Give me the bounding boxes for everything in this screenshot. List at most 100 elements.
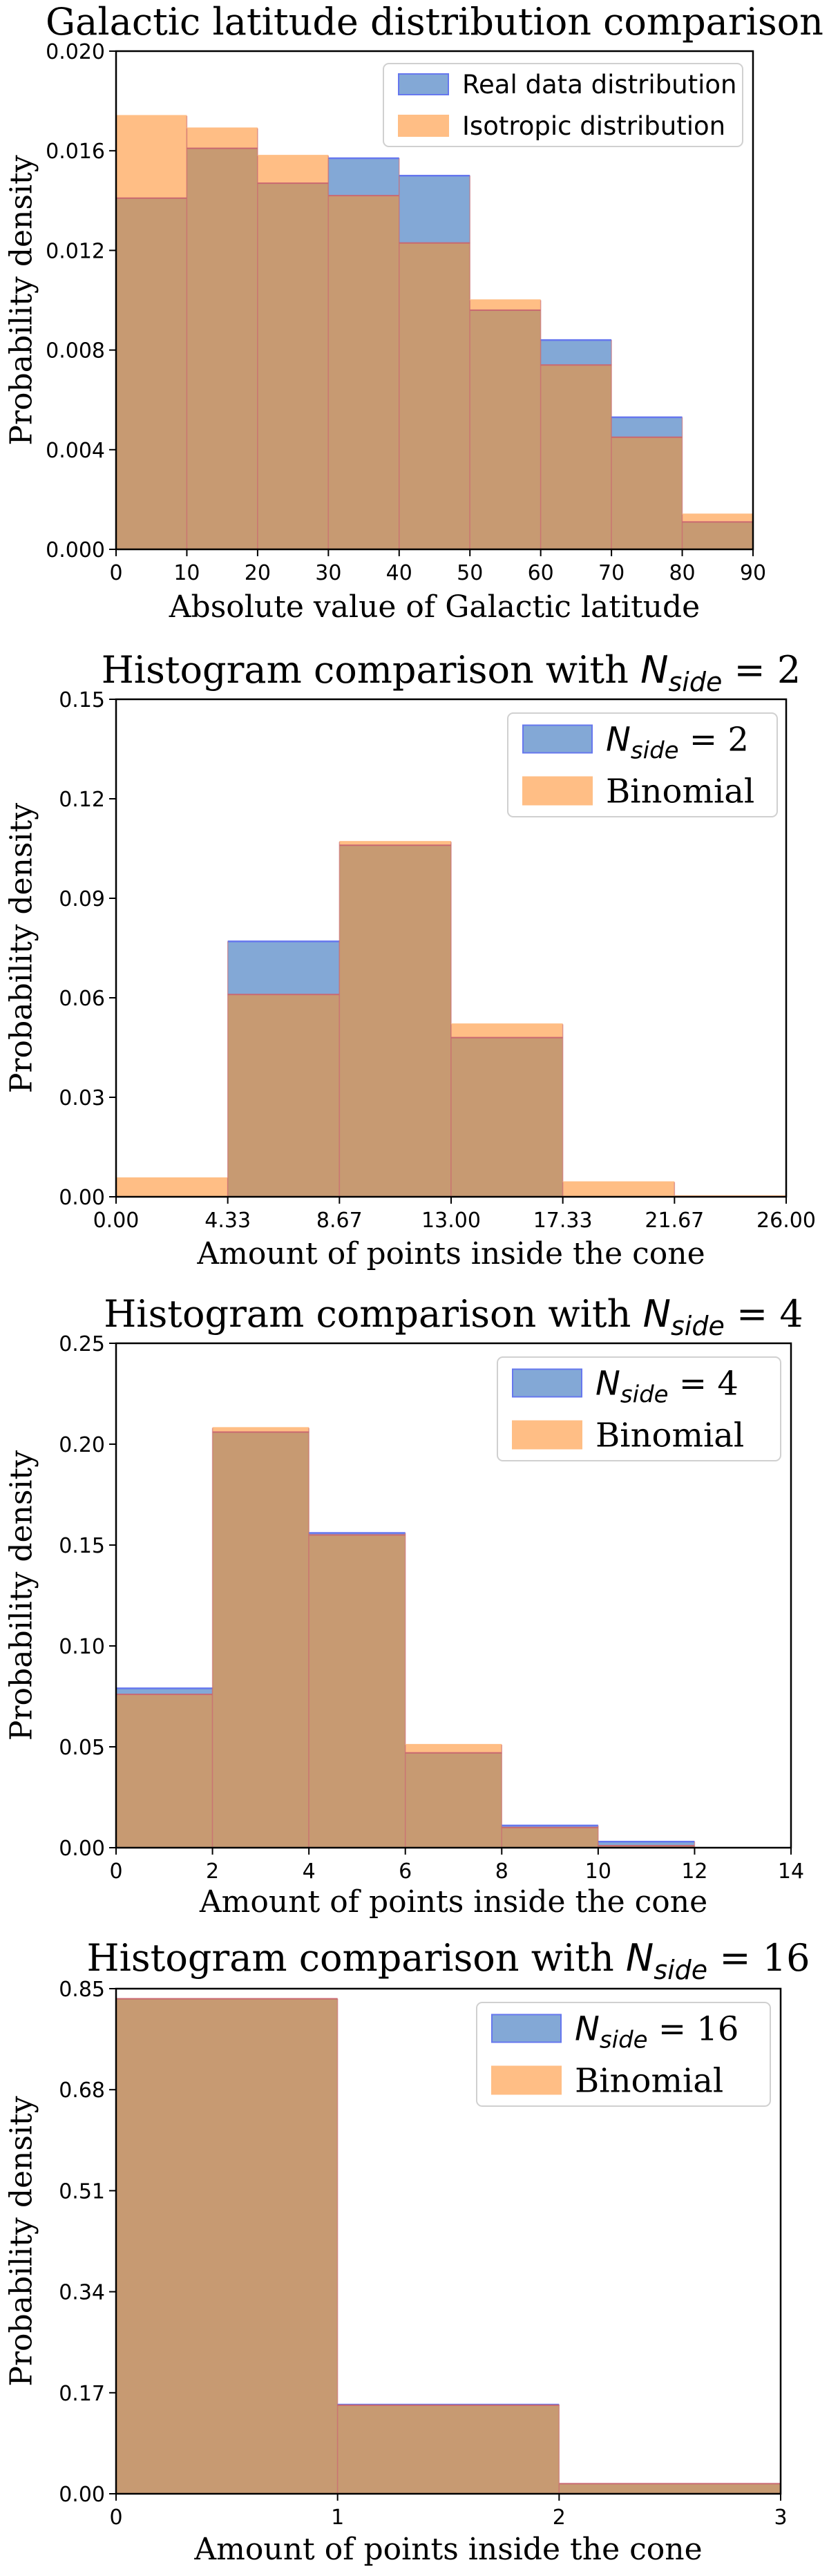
bar-overlap-1 [337,2405,560,2494]
bar-overlap-3 [405,1752,502,1848]
x-tick-label-8: 80 [669,561,695,585]
y-tick-label-1: 0.004 [46,439,105,463]
bar-overlap-1 [212,1432,309,1848]
legend-swatch-blue [491,2014,562,2043]
y-tick-label-3: 0.012 [46,239,105,263]
x-axis-label: Amount of points inside the cone [199,1884,707,1920]
y-tick-label-2: 0.008 [46,339,105,363]
bar-overlap-3 [451,1037,563,1197]
y-tick-label-2: 0.06 [59,987,105,1011]
chart-nside-4: Histogram comparison with Nside = 4 0 2 4 6 8… [0,1288,829,1932]
histogram-bars [115,1427,696,1848]
legend: Nside = 16 Binomial [476,2002,771,2107]
y-axis-label: Probability density [4,803,39,1093]
bar-blue-3 [328,158,399,196]
histogram-bars [115,1998,781,2494]
chart-title: Histogram comparison with Nside = 2 [102,648,801,697]
x-tick-label-1: 10 [173,561,200,585]
bar-orange-0 [116,1178,228,1197]
bar-overlap-0 [116,1998,338,2494]
x-tick-label-0: 0 [109,2506,122,2530]
bar-overlap-2 [559,2483,781,2494]
histogram-bars [115,841,787,1197]
legend-swatch-orange [522,776,593,806]
bar-orange-1 [187,128,258,149]
x-tick-label-4: 17.33 [533,1209,593,1233]
bar-orange-0 [116,115,187,198]
y-tick-label-3: 0.51 [59,2179,105,2204]
x-tick-label-7: 14 [778,1859,804,1884]
chart-nside-2: Histogram comparison with Nside = 2 0.00 4… [0,644,829,1288]
legend: Nside = 2 Binomial [507,712,778,817]
x-tick-label-6: 12 [681,1859,707,1884]
y-tick-label-0: 0.00 [59,1186,105,1210]
histogram-bars [115,115,754,550]
bar-orange-2 [339,842,451,846]
x-axis-label: Absolute value of Galactic latitude [169,589,700,625]
x-tick-label-0: 0.00 [93,1209,140,1233]
legend-label-blue: Nside = 2 [606,720,749,764]
chart-title: Galactic latitude distribution compariso… [46,0,823,44]
bar-overlap-8 [682,522,753,549]
bar-overlap-4 [502,1827,598,1848]
chart-svg-nside-16: Histogram comparison with Nside = 16 0 1 2 3… [4,1936,810,2567]
chart-svg-galactic-latitude: Galactic latitude distribution compariso… [4,0,823,625]
x-tick-label-0: 0 [109,561,122,585]
legend-swatch-blue [512,1368,582,1398]
x-axis-label: Amount of points inside the cone [196,1236,705,1271]
legend-box [383,63,743,147]
legend-swatch-orange [512,1420,582,1450]
bar-overlap-5 [470,310,541,549]
y-tick-label-5: 0.85 [59,1978,105,2002]
bar-overlap-6 [540,365,612,549]
legend-label-orange: Binomial [595,1416,744,1455]
legend-label-blue: Nside = 4 [595,1364,739,1408]
legend-swatch-orange [398,115,449,137]
chart-svg-nside-2: Histogram comparison with Nside = 2 0.00 4… [4,648,816,1271]
y-tick-label-0: 0.00 [59,1837,105,1861]
x-tick-label-1: 4.33 [204,1209,251,1233]
x-tick-label-2: 8.67 [316,1209,363,1233]
y-tick-label-3: 0.15 [59,1534,105,1558]
chart-title: Histogram comparison with Nside = 4 [104,1292,803,1341]
x-tick-label-3: 30 [315,561,341,585]
bar-overlap-1 [187,148,258,550]
y-tick-label-5: 0.15 [59,688,105,712]
y-tick-label-4: 0.12 [59,788,105,812]
x-tick-label-5: 21.67 [645,1209,704,1233]
bar-overlap-2 [257,183,329,549]
x-tick-label-3: 3 [774,2506,787,2530]
chart-svg-nside-4: Histogram comparison with Nside = 4 0 2 4 6 8… [4,1292,805,1920]
x-tick-label-2: 20 [245,561,271,585]
bar-blue-4 [399,176,470,243]
y-axis-label: Probability density [4,1450,39,1741]
bar-overlap-1 [227,994,340,1197]
y-tick-label-1: 0.17 [59,2382,105,2406]
chart-title: Histogram comparison with Nside = 16 [87,1936,810,1985]
bar-orange-4 [562,1182,675,1197]
y-axis-label: Probability density [4,2096,39,2386]
y-tick-label-2: 0.10 [59,1635,105,1659]
x-tick-label-1: 1 [331,2506,344,2530]
legend-label-blue: Nside = 16 [575,2009,739,2054]
chart-galactic-latitude: Galactic latitude distribution compariso… [0,0,829,644]
legend-swatch-blue [398,73,449,95]
y-tick-label-1: 0.05 [59,1736,105,1760]
x-tick-label-0: 0 [109,1859,122,1884]
legend-swatch-blue [522,724,593,754]
y-tick-label-5: 0.25 [59,1332,105,1356]
x-tick-label-6: 60 [528,561,554,585]
bar-overlap-0 [116,198,187,549]
y-tick-label-4: 0.016 [46,140,105,164]
x-tick-label-1: 2 [206,1859,219,1884]
y-tick-label-2: 0.34 [59,2281,105,2305]
plot-frame [115,1342,792,1849]
bar-blue-6 [540,340,612,366]
x-axis-label: Amount of points inside the cone [193,2532,702,2567]
x-tick-label-5: 10 [585,1859,611,1884]
bar-orange-1 [212,1428,309,1432]
bar-blue-1 [227,941,340,995]
x-tick-label-3: 13.00 [421,1209,481,1233]
x-tick-label-6: 26.00 [756,1209,816,1233]
x-tick-label-5: 50 [457,561,483,585]
